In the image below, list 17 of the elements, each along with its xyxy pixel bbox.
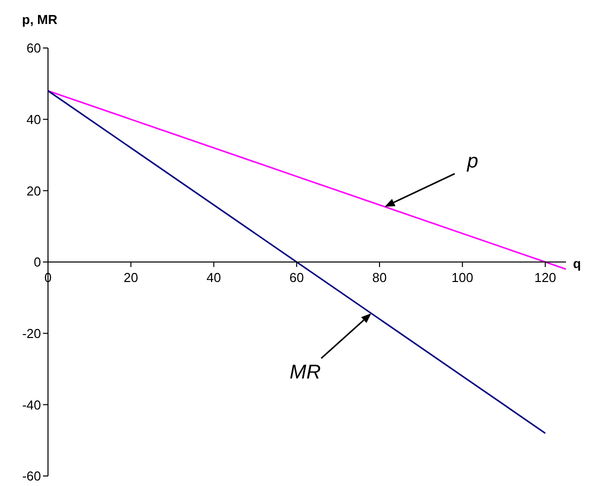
y-tick-label: 20 [26,183,41,198]
y-tick-label: -20 [22,326,41,341]
y-tick-label: 40 [26,112,41,127]
x-tick-label: 20 [124,270,138,285]
annotation: MR [290,361,321,384]
y-tick-label: -60 [22,468,41,484]
x-tick-label: 100 [452,270,474,285]
y-axis-title: p, MR [22,12,58,27]
y-tick-label: -40 [22,397,41,412]
x-tick-label: 120 [534,270,556,285]
x-tick-label: 60 [289,270,304,285]
x-tick-label: 80 [372,270,387,285]
annotation: p [466,150,478,173]
y-tick-label: 60 [26,40,41,56]
x-tick-label: 40 [206,270,221,285]
x-axis-title: q [573,256,581,271]
y-tick-label: 0 [34,254,41,270]
